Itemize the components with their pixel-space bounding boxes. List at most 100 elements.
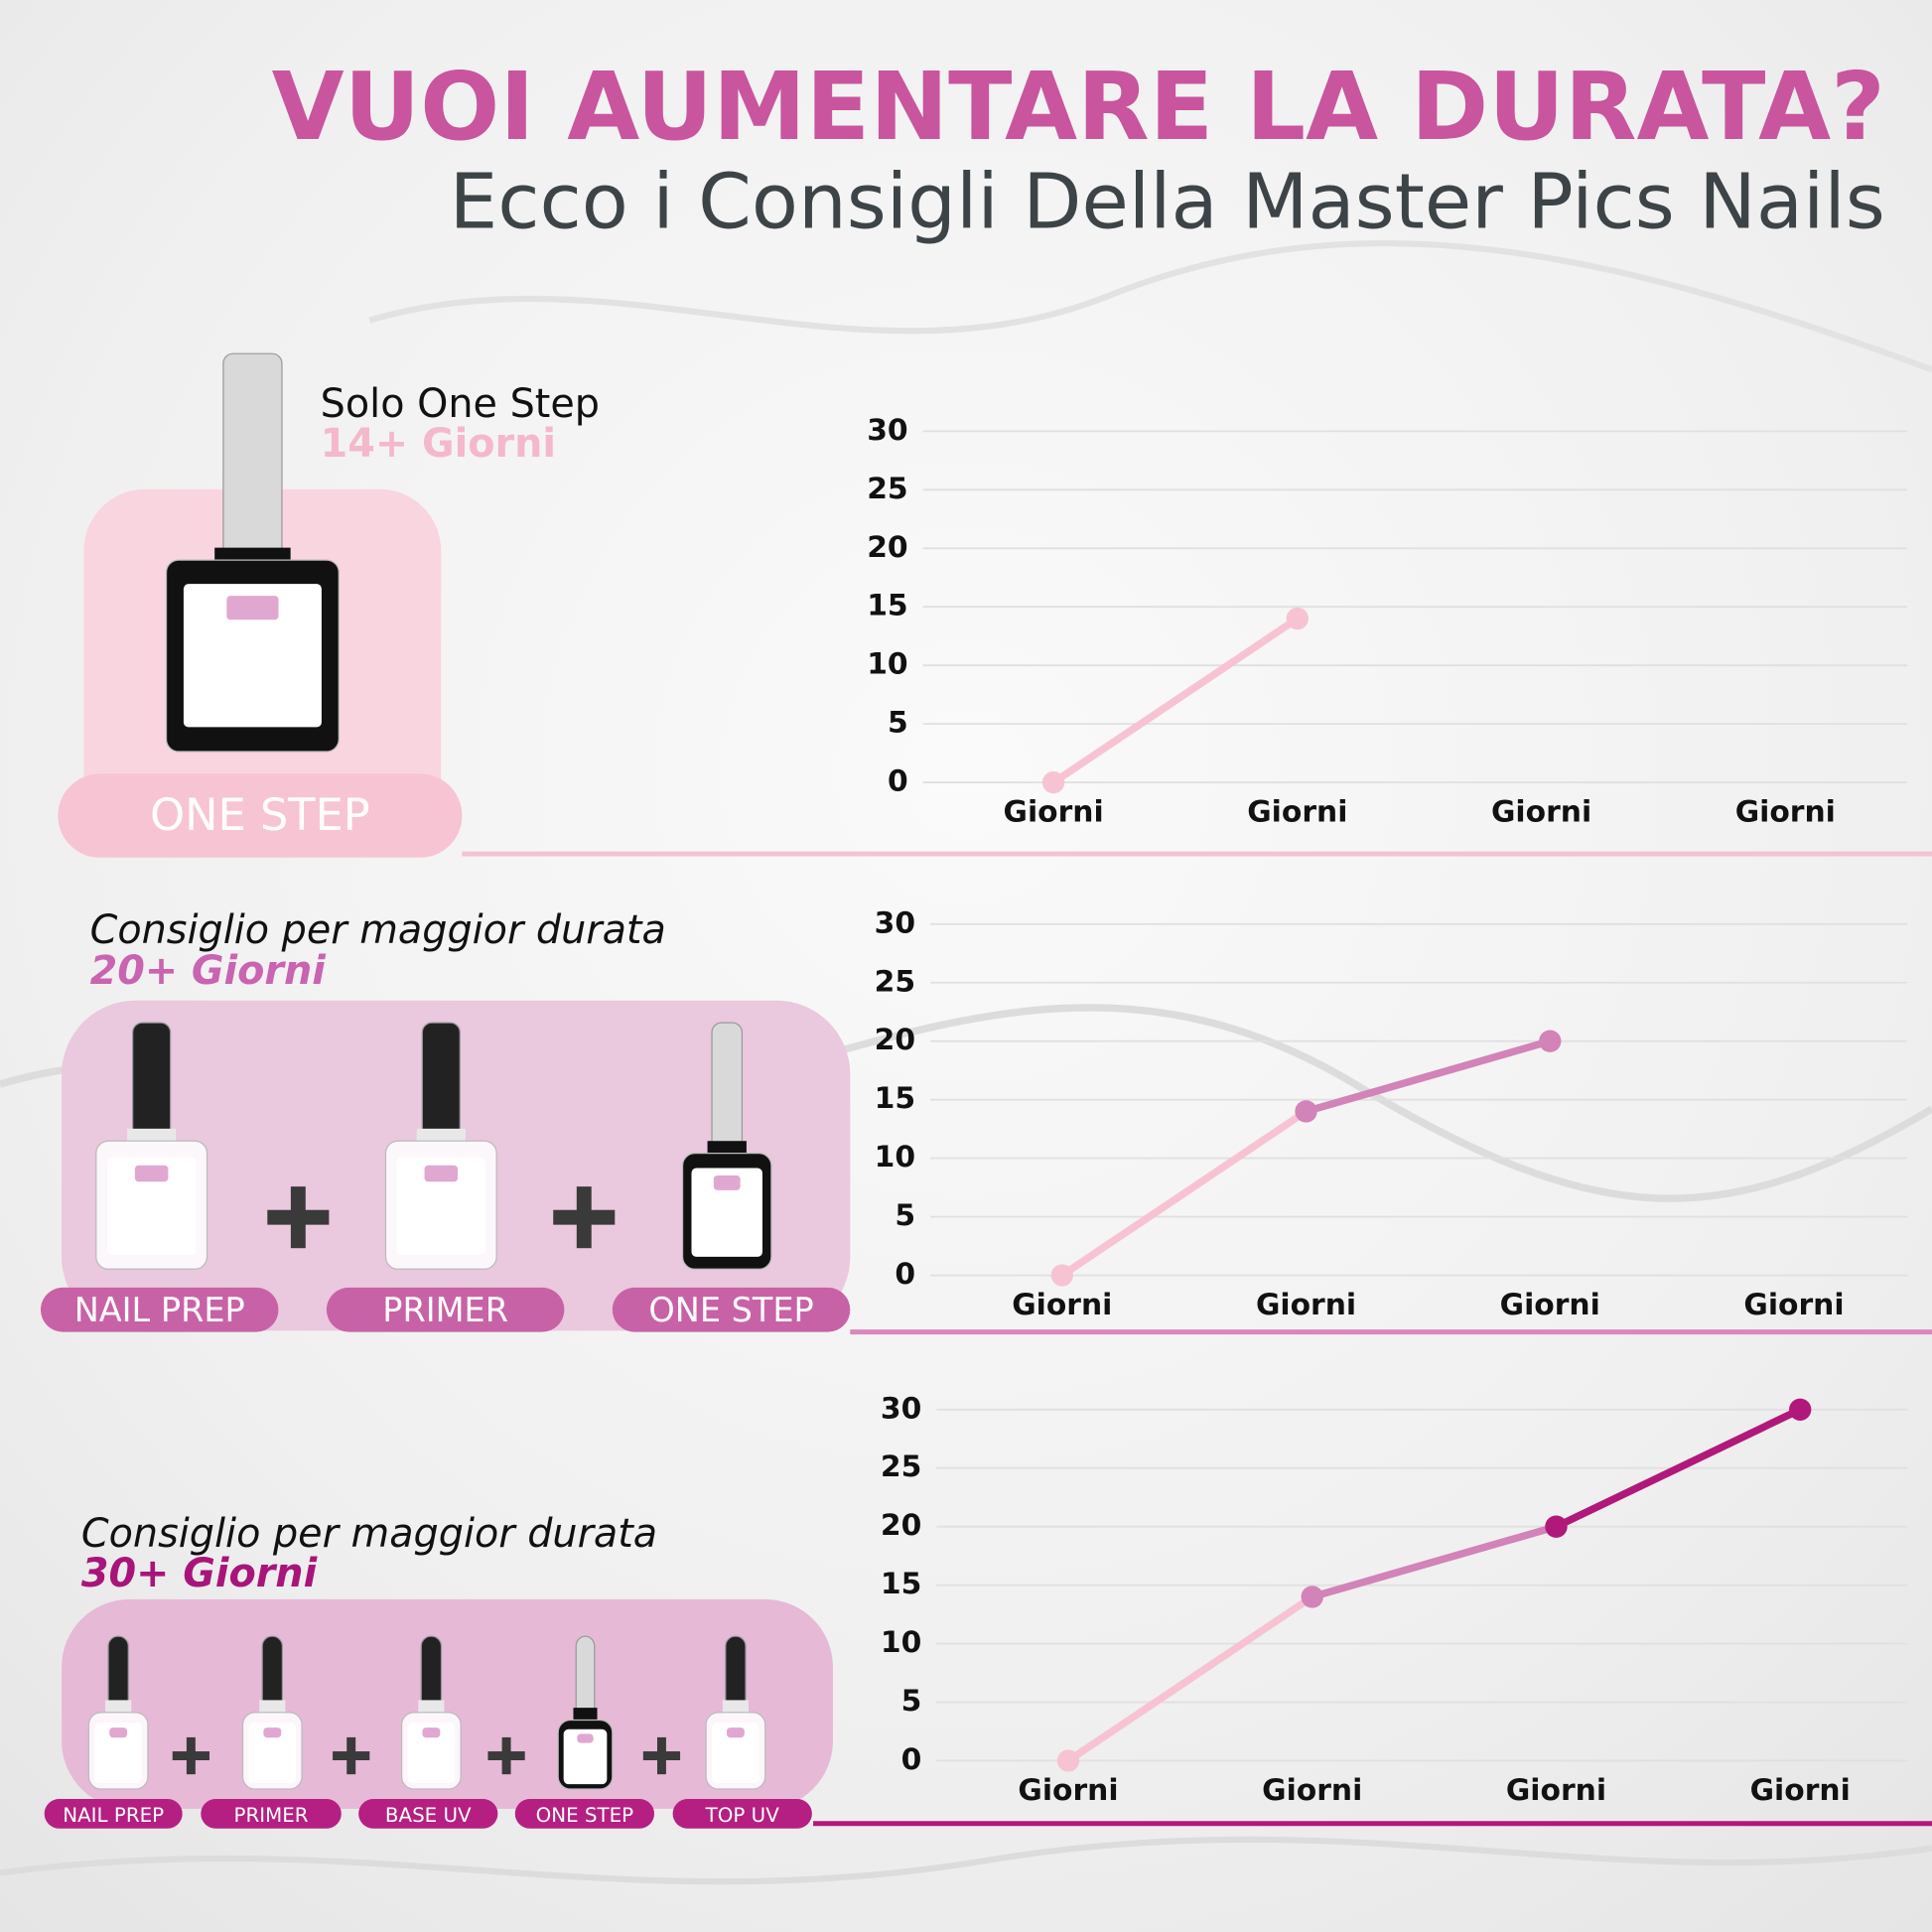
product-pill: [514, 1798, 655, 1829]
data-point: [1539, 1030, 1562, 1052]
y-tick-label: 30: [867, 413, 907, 448]
label-logo: [226, 596, 279, 621]
product-name: ONE STEP: [150, 789, 370, 841]
section-duration: 30+ Giorni: [81, 1551, 319, 1596]
y-tick-label: 15: [881, 1567, 921, 1601]
x-tick-label: Giorni: [1012, 1288, 1112, 1322]
label-logo: [263, 1727, 282, 1738]
bottle-neck: [127, 1128, 177, 1144]
marble-vein: [0, 1836, 1932, 1885]
plus-icon: [346, 1736, 356, 1775]
y-tick-label: 30: [881, 1391, 921, 1426]
bottle-label: [106, 1157, 197, 1255]
y-tick-label: 20: [881, 1508, 921, 1543]
bottle-cap: [421, 1022, 461, 1142]
marble-vein: [368, 239, 1932, 373]
series-line: [1309, 1522, 1561, 1601]
x-tick-label: Giorni: [1743, 1288, 1844, 1322]
product-pill: [58, 773, 463, 858]
product-name: ONE STEP: [648, 1291, 813, 1329]
label-logo: [134, 1165, 169, 1182]
label-logo: [424, 1165, 459, 1182]
series-line: [1049, 615, 1302, 786]
data-point: [1041, 770, 1065, 794]
plus-icon: [501, 1736, 511, 1775]
bottle-neck: [416, 1128, 466, 1144]
y-tick-label: 5: [895, 1198, 915, 1233]
bottle-cap: [222, 352, 283, 561]
x-tick-label: Giorni: [1750, 1773, 1851, 1808]
data-point: [1301, 1586, 1323, 1608]
y-tick-label: 5: [888, 706, 908, 741]
data-point: [1545, 1515, 1568, 1538]
bottle-label: [94, 1722, 142, 1783]
product-name: PRIMER: [234, 1804, 309, 1827]
y-tick-label: 30: [875, 905, 915, 940]
section-duration: 20+ Giorni: [90, 948, 328, 994]
y-tick-label: 10: [881, 1625, 921, 1660]
bottle-neck: [214, 547, 291, 563]
y-tick-label: 20: [867, 530, 907, 565]
data-point: [1789, 1398, 1812, 1421]
y-tick-label: 25: [867, 472, 907, 506]
y-tick-label: 25: [875, 964, 915, 999]
bottle-label: [407, 1722, 456, 1783]
x-tick-label: Giorni: [1500, 1288, 1600, 1322]
data-point: [1286, 607, 1310, 630]
product-name: BASE UV: [385, 1804, 472, 1827]
product-pill: [40, 1287, 279, 1332]
label-logo: [422, 1727, 441, 1738]
bottle-neck: [573, 1708, 598, 1724]
data-point: [1050, 1264, 1073, 1287]
y-tick-label: 5: [901, 1684, 922, 1719]
y-tick-label: 0: [888, 764, 908, 799]
plus-icon: [290, 1186, 306, 1249]
y-tick-label: 15: [875, 1081, 915, 1116]
plus-icon: [186, 1736, 196, 1775]
label-logo: [577, 1733, 594, 1743]
product-pill: [44, 1798, 183, 1829]
y-tick-label: 10: [875, 1140, 915, 1174]
product-pill: [672, 1798, 812, 1829]
x-tick-label: Giorni: [1506, 1773, 1606, 1808]
series-line: [1058, 1107, 1311, 1280]
bottle-label: [712, 1722, 759, 1783]
title: VUOI AUMENTARE LA DURATA?: [272, 53, 1885, 162]
x-tick-label: Giorni: [1018, 1773, 1118, 1808]
bottle-label: [248, 1722, 297, 1783]
x-tick-label: Giorni: [1262, 1773, 1362, 1808]
bottle-cap: [711, 1022, 744, 1155]
section-duration: 14+ Giorni: [321, 421, 556, 467]
y-tick-label: 25: [881, 1449, 921, 1484]
product-name: NAIL PREP: [74, 1291, 245, 1329]
data-point: [1295, 1100, 1317, 1123]
series-line: [1552, 1406, 1804, 1531]
bottle-label: [563, 1728, 608, 1785]
bottle-neck: [418, 1700, 445, 1716]
subtitle: Ecco i Consigli Della Master Pics Nails: [450, 158, 1885, 246]
x-tick-label: Giorni: [1491, 795, 1591, 830]
y-tick-label: 20: [875, 1023, 915, 1057]
y-tick-label: 0: [895, 1257, 915, 1292]
bottle-neck: [259, 1700, 286, 1716]
bottle-neck: [707, 1141, 747, 1157]
bottle-label: [183, 584, 322, 728]
section-heading: Consiglio per maggior durata: [81, 1511, 657, 1557]
label-logo: [726, 1727, 745, 1738]
product-name: NAIL PREP: [63, 1804, 164, 1827]
bottle-label: [691, 1168, 762, 1257]
y-tick-label: 15: [867, 589, 907, 623]
bottle-label: [396, 1157, 485, 1255]
label-logo: [109, 1727, 128, 1738]
series-line: [1064, 1592, 1316, 1765]
data-point: [1056, 1749, 1080, 1772]
bottle-cap: [575, 1635, 596, 1722]
product-pill: [201, 1798, 342, 1829]
bottle-neck: [722, 1700, 750, 1716]
x-tick-label: Giorni: [1256, 1288, 1356, 1322]
x-tick-label: Giorni: [1004, 795, 1104, 830]
y-tick-label: 10: [867, 647, 907, 682]
section-heading: Solo One Step: [321, 381, 600, 427]
bottle-neck: [105, 1700, 132, 1716]
